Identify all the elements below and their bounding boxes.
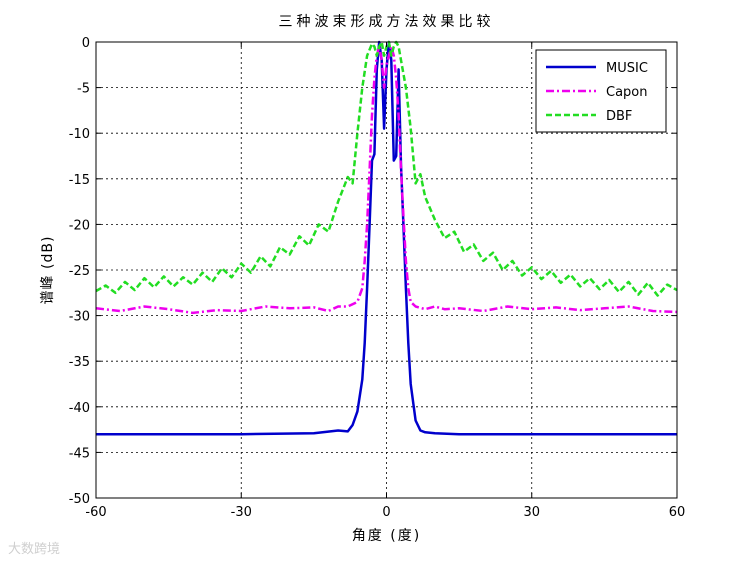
- y-tick-label: -35: [69, 355, 90, 370]
- y-tick-label: 0: [82, 36, 90, 51]
- x-tick-label: -30: [231, 505, 252, 520]
- x-tick-label: 60: [669, 505, 686, 520]
- x-axis-label: 角度 (度): [352, 528, 421, 544]
- series-line-capon: [95, 45, 678, 315]
- y-tick-label: -50: [69, 492, 90, 507]
- legend-label-music: MUSIC: [606, 61, 648, 76]
- legend-label-capon: Capon: [606, 85, 648, 100]
- y-tick-label: -40: [69, 401, 90, 416]
- y-tick-label: -45: [69, 446, 90, 461]
- chart-title: 三种波束形成方法效果比较: [279, 14, 495, 30]
- legend: MUSIC Capon DBF: [535, 49, 667, 133]
- x-tick-label: 0: [382, 505, 390, 520]
- y-tick-label: -5: [77, 82, 90, 97]
- y-tick-label: -20: [69, 218, 90, 233]
- x-tick-label: -60: [85, 505, 106, 520]
- y-tick-label: -15: [69, 173, 90, 188]
- y-tick-label: -25: [69, 264, 90, 279]
- y-tick-label: -30: [69, 310, 90, 325]
- y-tick-label: -10: [69, 127, 90, 142]
- legend-label-dbf: DBF: [606, 109, 632, 124]
- tick-labels: -60 -30 0 30 60 0 -5 -10 -15 -20 -25 -30 -35 -40 -45 -5…: [69, 36, 686, 520]
- x-tick-label: 30: [523, 505, 540, 520]
- watermark-text: 大数跨境: [8, 542, 61, 557]
- y-axis-label: 谱峰 (dB): [40, 236, 56, 305]
